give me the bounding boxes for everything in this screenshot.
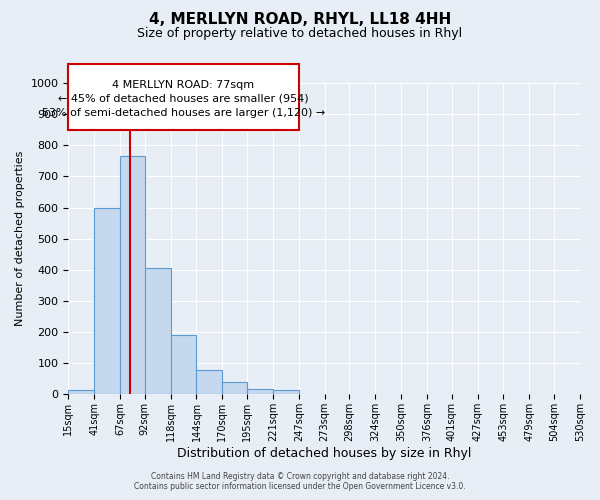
Bar <box>222 382 247 394</box>
Bar <box>247 389 273 394</box>
Y-axis label: Number of detached properties: Number of detached properties <box>15 151 25 326</box>
Bar <box>196 370 222 394</box>
FancyBboxPatch shape <box>68 64 299 130</box>
Bar <box>94 208 120 394</box>
Bar <box>170 336 196 394</box>
X-axis label: Distribution of detached houses by size in Rhyl: Distribution of detached houses by size … <box>177 447 472 460</box>
Text: 4 MERLLYN ROAD: 77sqm
← 45% of detached houses are smaller (954)
53% of semi-det: 4 MERLLYN ROAD: 77sqm ← 45% of detached … <box>42 80 325 118</box>
Text: Contains HM Land Registry data © Crown copyright and database right 2024.
Contai: Contains HM Land Registry data © Crown c… <box>134 472 466 491</box>
Bar <box>145 268 170 394</box>
Bar <box>120 156 145 394</box>
Bar <box>273 390 299 394</box>
Text: 4, MERLLYN ROAD, RHYL, LL18 4HH: 4, MERLLYN ROAD, RHYL, LL18 4HH <box>149 12 451 28</box>
Text: Size of property relative to detached houses in Rhyl: Size of property relative to detached ho… <box>137 28 463 40</box>
Bar <box>68 390 94 394</box>
